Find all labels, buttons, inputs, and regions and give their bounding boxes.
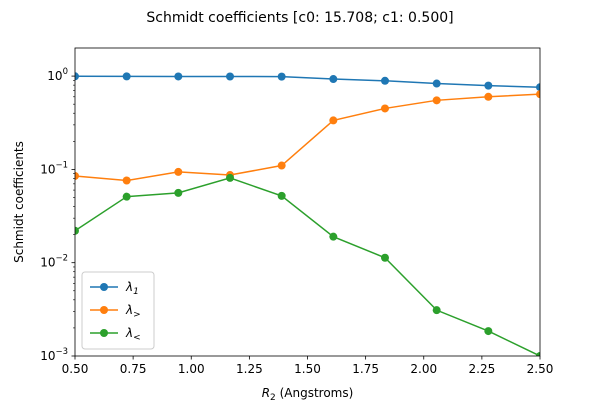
y-tick-label: 10−3 (40, 347, 68, 363)
data-point (380, 76, 389, 85)
data-point (277, 191, 286, 200)
x-tick-labels: 0.50 0.75 1.00 1.25 1.50 1.75 2.00 2.25 2.50 (62, 356, 554, 376)
data-point (380, 253, 389, 262)
data-point (277, 72, 286, 81)
legend-entry: λ> (125, 303, 141, 320)
data-point (174, 167, 183, 176)
series-3 (75, 173, 540, 356)
y-tick-label: 10−2 (40, 254, 68, 270)
series-line (75, 177, 540, 356)
legend-marker (100, 329, 108, 337)
series-line (75, 75, 540, 88)
legend-entry: λ< (125, 326, 141, 343)
y-tick-label: 100 (47, 67, 68, 83)
data-point (484, 92, 493, 101)
x-tick-label: 1.25 (236, 362, 263, 376)
data-point (484, 327, 493, 336)
data-point (432, 306, 441, 315)
data-point (75, 226, 79, 235)
data-point (174, 72, 183, 81)
data-point (277, 161, 286, 170)
x-axis-label: R2 (Angstroms) (262, 386, 354, 400)
legend-marker (100, 283, 108, 291)
data-point (122, 72, 131, 81)
data-point (75, 72, 79, 81)
series-2 (75, 90, 540, 185)
x-tick-label: 1.00 (178, 362, 205, 376)
data-point (174, 188, 183, 197)
data-point (226, 72, 235, 81)
data-point (380, 104, 389, 113)
x-tick-label: 2.00 (410, 362, 437, 376)
x-tick-label: 2.25 (469, 362, 496, 376)
data-point (432, 96, 441, 105)
series-line (75, 93, 540, 182)
data-point (484, 81, 493, 90)
legend-marker (100, 306, 108, 314)
x-tick-label: 1.50 (294, 362, 321, 376)
x-tick-label: 0.50 (62, 362, 89, 376)
data-point (226, 173, 235, 182)
x-tick-label: 0.75 (120, 362, 147, 376)
data-point (122, 192, 131, 201)
data-point (329, 232, 338, 241)
y-axis-label: Schmidt coefficients (12, 141, 26, 263)
data-point (432, 79, 441, 88)
data-point (536, 83, 540, 92)
legend-entry: λ1 (125, 280, 139, 297)
y-tick-label: 10−1 (40, 160, 68, 176)
chart-title: Schmidt coefficients [c0: 15.708; c1: 0.… (146, 10, 453, 26)
series-1 (75, 72, 540, 92)
data-point (122, 176, 131, 185)
data-point (75, 171, 79, 180)
data-point (329, 116, 338, 125)
x-tick-label: 1.75 (352, 362, 379, 376)
x-tick-label: 2.50 (527, 362, 554, 376)
y-tick-labels: 10−3 10−2 10−1 100 (40, 67, 75, 363)
data-point (536, 352, 540, 356)
data-point (329, 75, 338, 84)
data-point (536, 90, 540, 99)
legend: λ1 λ> λ< (81, 271, 155, 350)
